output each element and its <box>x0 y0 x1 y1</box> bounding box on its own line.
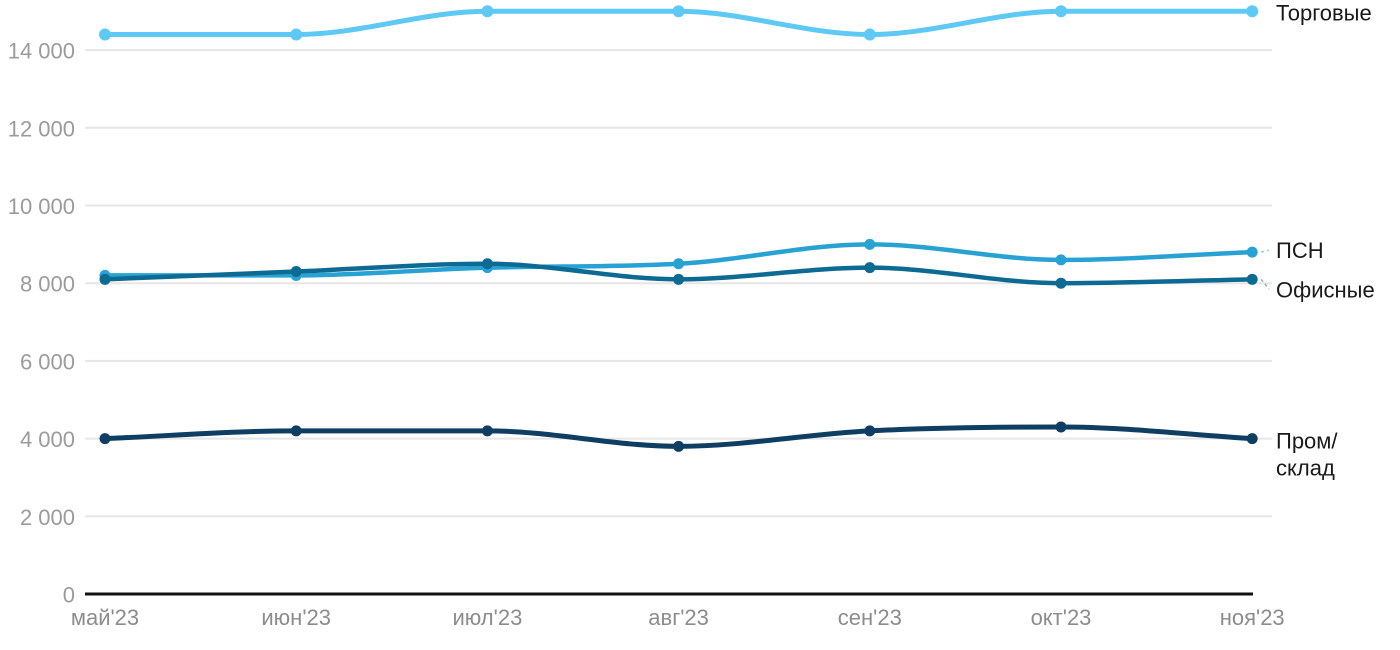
x-tick-label: июн'23 <box>261 605 331 630</box>
x-tick-label: май'23 <box>71 605 139 630</box>
data-point[interactable] <box>864 425 876 437</box>
data-point[interactable] <box>673 273 685 285</box>
y-tick-label: 10 000 <box>8 194 75 219</box>
y-tick-label: 2 000 <box>20 505 75 530</box>
data-point[interactable] <box>1246 433 1258 445</box>
y-tick-label: 0 <box>63 583 75 608</box>
data-point[interactable] <box>1055 5 1067 18</box>
series-label-1: ПСН <box>1276 238 1324 263</box>
x-tick-label: ноя'23 <box>1220 605 1285 630</box>
data-point[interactable] <box>481 258 493 270</box>
data-point[interactable] <box>1246 273 1258 285</box>
x-tick-label: окт'23 <box>1031 605 1092 630</box>
y-tick-label: 6 000 <box>20 349 75 374</box>
x-tick-label: июл'23 <box>452 605 522 630</box>
y-tick-label: 8 000 <box>20 272 75 297</box>
data-point[interactable] <box>99 28 111 41</box>
y-tick-label: 12 000 <box>8 116 75 141</box>
data-point[interactable] <box>864 262 876 274</box>
data-point[interactable] <box>673 440 685 452</box>
data-point[interactable] <box>99 273 111 285</box>
data-point[interactable] <box>99 433 111 445</box>
data-point[interactable] <box>863 28 876 41</box>
data-point[interactable] <box>481 425 493 437</box>
data-point[interactable] <box>290 28 303 41</box>
data-point[interactable] <box>1246 5 1259 18</box>
data-point[interactable] <box>673 258 685 270</box>
data-point[interactable] <box>1055 421 1067 433</box>
y-tick-label: 14 000 <box>8 39 75 64</box>
data-point[interactable] <box>864 238 876 250</box>
x-tick-label: сен'23 <box>838 605 902 630</box>
data-point[interactable] <box>481 5 494 18</box>
label-leader-line <box>1260 278 1270 290</box>
label-leader-line <box>1261 249 1270 253</box>
series-label-2: Офисные <box>1276 277 1375 302</box>
data-point[interactable] <box>1246 246 1258 258</box>
y-tick-label: 4 000 <box>20 427 75 452</box>
data-point[interactable] <box>1055 277 1067 289</box>
data-point[interactable] <box>290 266 302 278</box>
data-point[interactable] <box>1055 254 1067 266</box>
x-tick-label: авг'23 <box>648 605 709 630</box>
series-label-3: Пром/склад <box>1276 428 1338 480</box>
data-point[interactable] <box>672 5 685 18</box>
series-label-0: Торговые <box>1276 0 1372 25</box>
data-point[interactable] <box>290 425 302 437</box>
